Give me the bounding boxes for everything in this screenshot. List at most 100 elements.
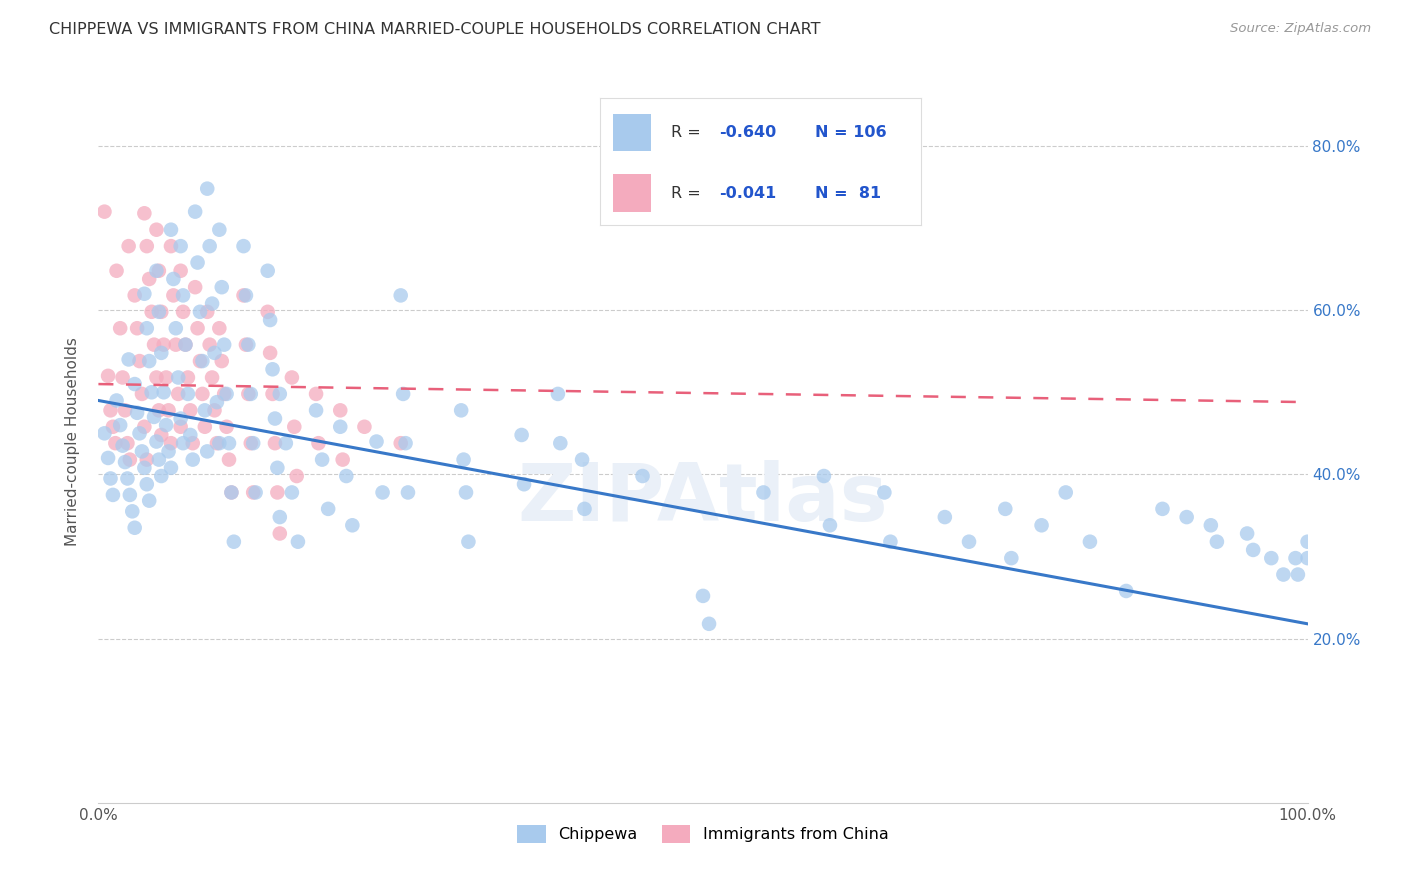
Point bbox=[262, 362, 284, 376]
Point bbox=[138, 354, 160, 368]
Point bbox=[127, 406, 149, 420]
Point bbox=[266, 485, 288, 500]
Point bbox=[1054, 485, 1077, 500]
Point bbox=[141, 385, 163, 400]
Point bbox=[138, 272, 160, 286]
Point bbox=[1031, 518, 1053, 533]
Point bbox=[93, 426, 115, 441]
Point bbox=[242, 436, 264, 450]
Point bbox=[155, 418, 177, 433]
Point bbox=[134, 419, 156, 434]
Point bbox=[212, 387, 235, 401]
Point bbox=[221, 485, 243, 500]
Point bbox=[150, 346, 173, 360]
Point bbox=[342, 518, 364, 533]
Point bbox=[198, 337, 221, 351]
Point bbox=[181, 452, 204, 467]
Point bbox=[195, 181, 218, 195]
Point bbox=[195, 305, 218, 319]
Point bbox=[118, 239, 141, 253]
Point bbox=[117, 436, 139, 450]
Point bbox=[194, 419, 217, 434]
Point bbox=[135, 321, 157, 335]
Point bbox=[160, 436, 183, 450]
Point bbox=[167, 387, 190, 401]
Point bbox=[145, 223, 167, 237]
Point bbox=[239, 387, 262, 401]
Point bbox=[167, 370, 190, 384]
Point bbox=[201, 296, 224, 310]
Point bbox=[155, 370, 177, 384]
Point bbox=[1241, 542, 1264, 557]
Point bbox=[169, 411, 191, 425]
Point bbox=[235, 288, 257, 302]
Point bbox=[266, 460, 288, 475]
Point bbox=[124, 288, 146, 302]
Point bbox=[169, 264, 191, 278]
Point bbox=[394, 436, 416, 450]
Point bbox=[160, 239, 183, 253]
Point bbox=[389, 288, 412, 302]
Point bbox=[114, 403, 136, 417]
Point bbox=[134, 286, 156, 301]
Point bbox=[221, 485, 243, 500]
Point bbox=[181, 436, 204, 450]
Point bbox=[131, 387, 153, 401]
Point bbox=[177, 370, 200, 384]
Point bbox=[208, 223, 231, 237]
Point bbox=[128, 354, 150, 368]
Point bbox=[124, 521, 146, 535]
Point bbox=[117, 471, 139, 485]
Point bbox=[135, 239, 157, 253]
Text: ZIPAtlas: ZIPAtlas bbox=[517, 460, 889, 539]
Point bbox=[100, 403, 122, 417]
Point bbox=[152, 337, 174, 351]
Point bbox=[195, 444, 218, 458]
Point bbox=[510, 428, 533, 442]
Point bbox=[145, 264, 167, 278]
Point bbox=[329, 419, 352, 434]
Point bbox=[174, 337, 197, 351]
Point bbox=[222, 534, 245, 549]
Point bbox=[1296, 534, 1319, 549]
Point bbox=[1286, 567, 1309, 582]
Point bbox=[208, 436, 231, 450]
Point bbox=[135, 452, 157, 467]
Point bbox=[366, 434, 388, 449]
Point bbox=[138, 493, 160, 508]
Point bbox=[118, 352, 141, 367]
Point bbox=[111, 370, 134, 384]
Point bbox=[550, 436, 572, 450]
Point bbox=[148, 305, 170, 319]
Point bbox=[215, 387, 238, 401]
Point bbox=[111, 439, 134, 453]
Y-axis label: Married-couple Households: Married-couple Households bbox=[65, 337, 80, 546]
Point bbox=[104, 436, 127, 450]
Point bbox=[316, 501, 339, 516]
Point bbox=[697, 616, 720, 631]
Point bbox=[269, 510, 291, 524]
Point bbox=[256, 264, 278, 278]
Point bbox=[274, 436, 297, 450]
Point bbox=[934, 510, 956, 524]
Point bbox=[150, 428, 173, 442]
Point bbox=[108, 321, 131, 335]
Point bbox=[187, 321, 209, 335]
Point bbox=[1115, 584, 1137, 599]
Point bbox=[101, 419, 124, 434]
Point bbox=[194, 403, 217, 417]
Point bbox=[1206, 534, 1229, 549]
Point bbox=[238, 387, 260, 401]
Point bbox=[179, 428, 201, 442]
Point bbox=[238, 337, 260, 351]
Point bbox=[118, 488, 141, 502]
Point bbox=[211, 280, 233, 294]
Point bbox=[105, 393, 128, 408]
Point bbox=[143, 337, 166, 351]
Point bbox=[160, 460, 183, 475]
Point bbox=[150, 469, 173, 483]
Point bbox=[148, 452, 170, 467]
Point bbox=[450, 403, 472, 417]
Point bbox=[371, 485, 394, 500]
Point bbox=[1284, 551, 1306, 566]
